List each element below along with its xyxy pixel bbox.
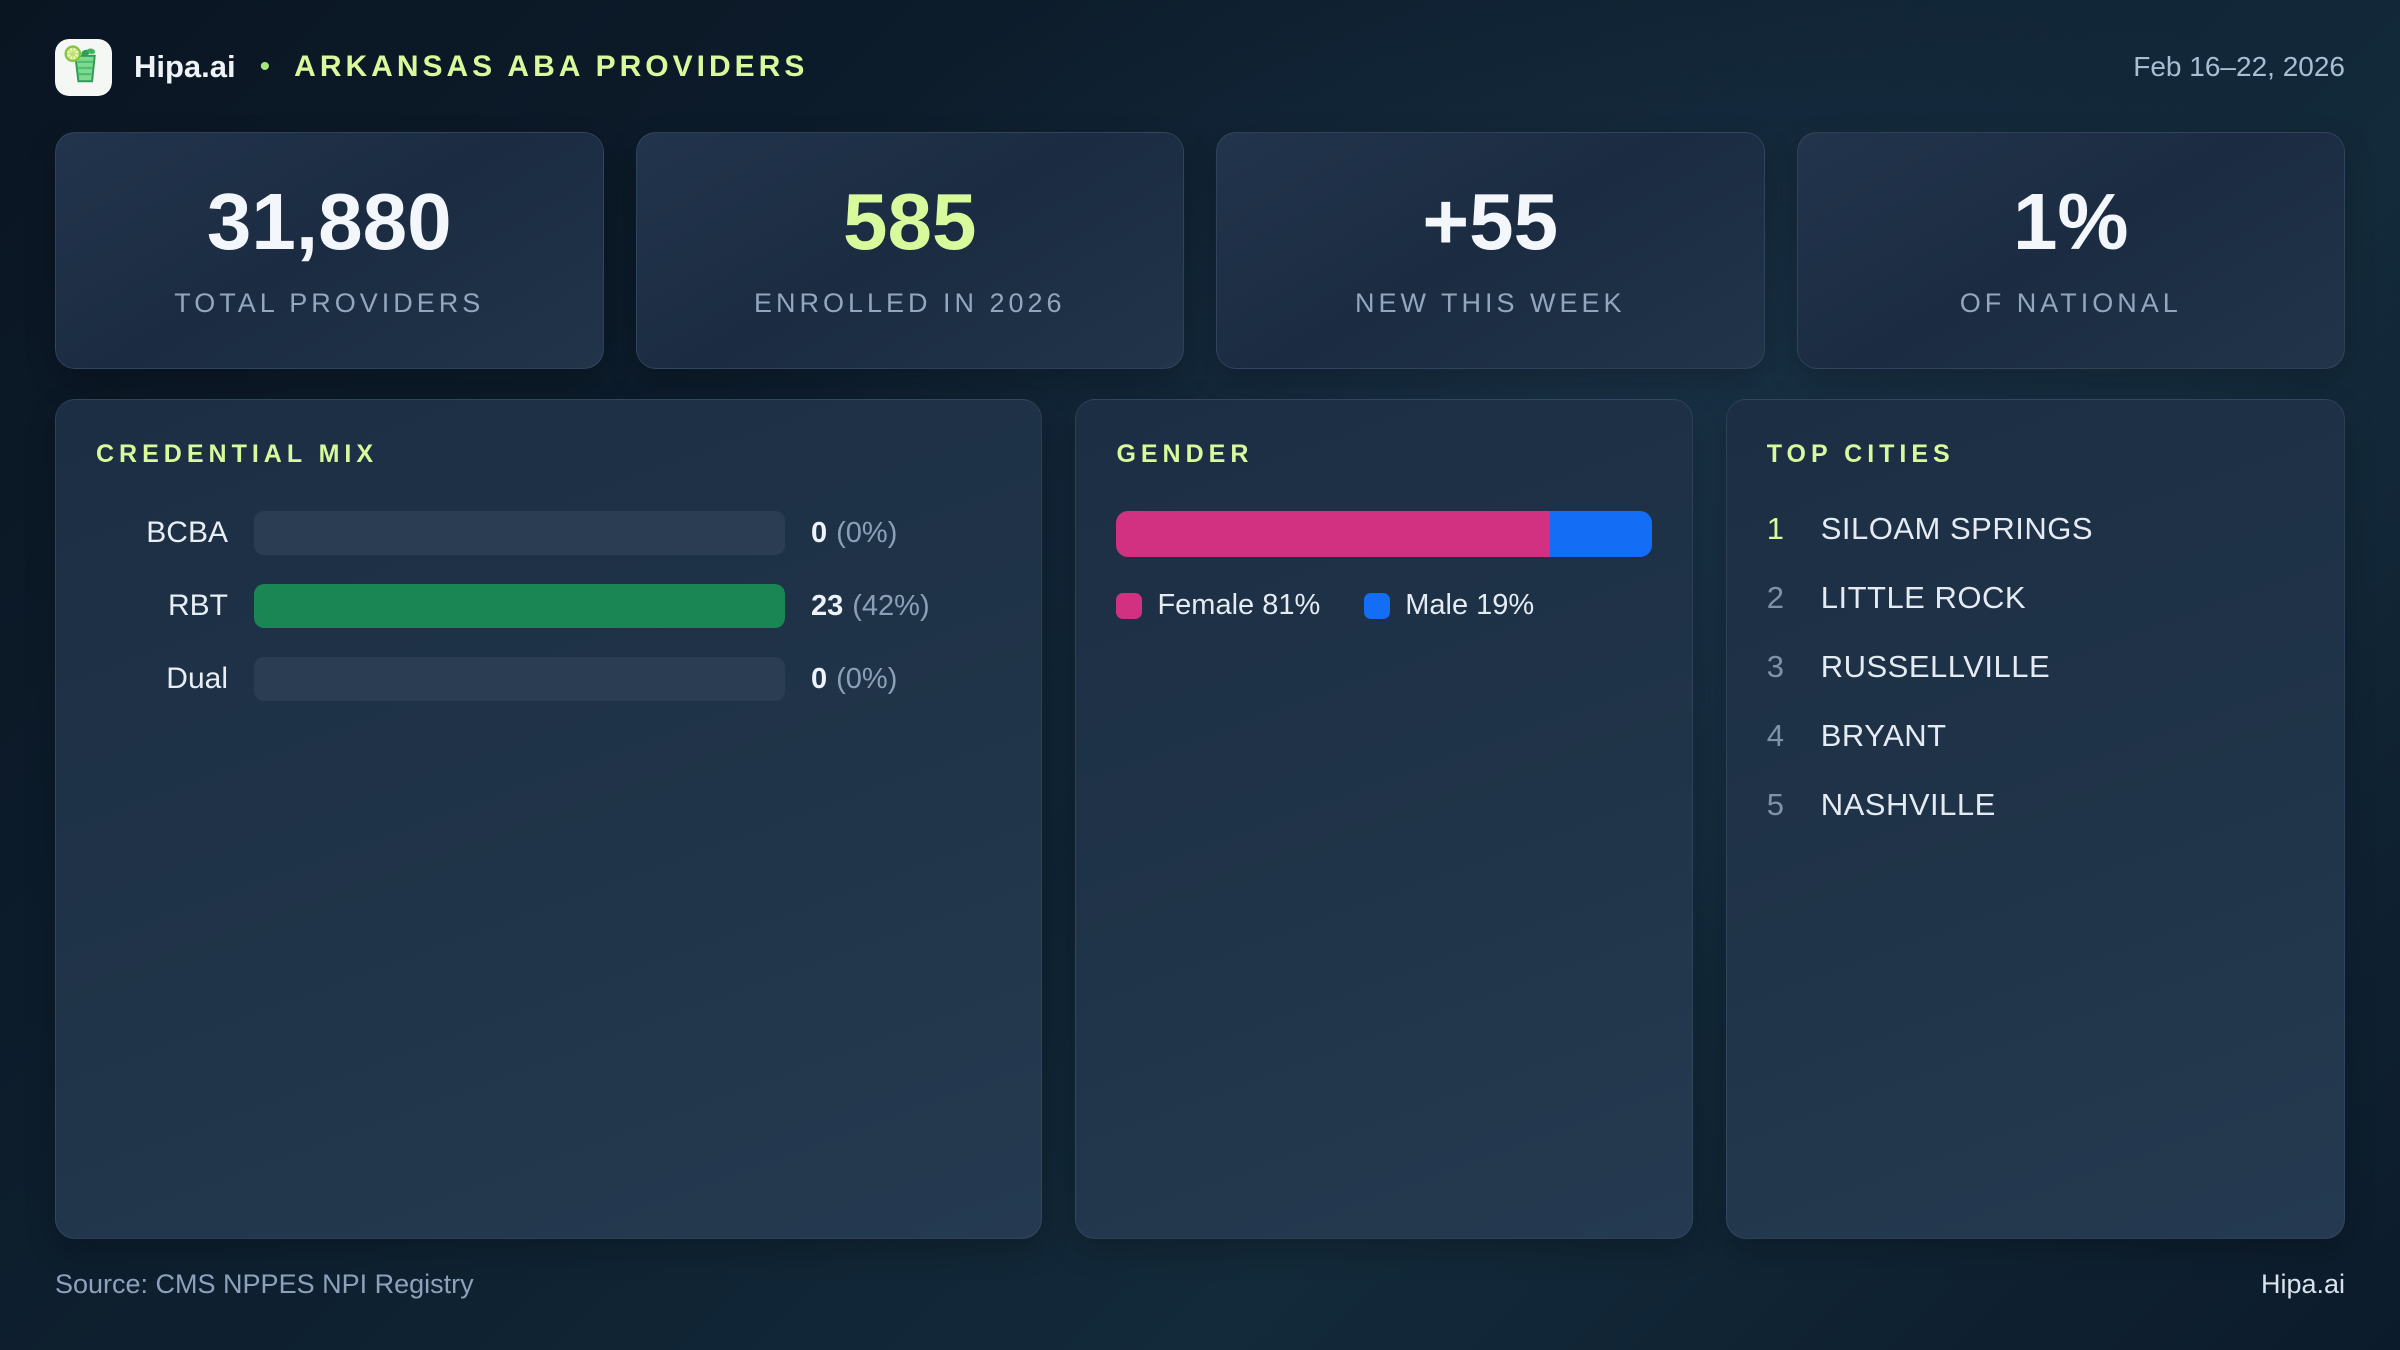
stat-card-enrolled: 585 ENROLLED IN 2026 (635, 132, 1184, 369)
stat-value: 31,880 (206, 177, 452, 266)
city-name: RUSSELLVILLE (1820, 649, 2051, 684)
credential-mix-panel: CREDENTIAL MIX BCBA 0 (0%) RBT 23 (42%) Du… (55, 399, 1043, 1239)
city-list-item: 1 SILOAM SPRINGS (1767, 511, 2304, 547)
brand-name: Hipa.ai (134, 49, 236, 84)
panels-row: CREDENTIAL MIX BCBA 0 (0%) RBT 23 (42%) Du… (55, 399, 2345, 1239)
bar-fill (254, 584, 785, 628)
city-rank: 3 (1766, 649, 1784, 684)
city-list-item: 5 NASHVILLE (1767, 787, 2304, 823)
legend-item-female: Female 81% (1116, 589, 1320, 622)
city-name: LITTLE ROCK (1820, 580, 2027, 615)
bar-label: BCBA (146, 516, 228, 549)
panel-title: CREDENTIAL MIX (96, 440, 379, 468)
stat-value: 1% (2012, 177, 2129, 266)
stat-card-of-national: 1% OF NATIONAL (1796, 132, 2345, 369)
source-attribution: Source: CMS NPPES NPI Registry (55, 1269, 474, 1299)
brand-group: Hipa.ai • ARKANSAS ABA PROVIDERS (55, 38, 809, 96)
stat-value: 585 (843, 177, 977, 266)
credential-row-rbt: RBT 23 (42%) (96, 584, 1001, 628)
stat-cards: 31,880 TOTAL PROVIDERS 585 ENROLLED IN 2… (55, 132, 2345, 369)
bar-track (254, 511, 785, 555)
city-name: BRYANT (1820, 718, 1947, 753)
city-name: NASHVILLE (1820, 787, 1996, 822)
separator-dot: • (259, 50, 271, 83)
city-rank: 4 (1766, 718, 1784, 753)
bar-percent: (0%) (836, 516, 898, 549)
city-rank: 2 (1766, 580, 1784, 615)
legend-item-male: Male 19% (1364, 589, 1534, 622)
city-rank: 5 (1766, 787, 1784, 822)
city-list-item: 2 LITTLE ROCK (1767, 580, 2304, 616)
stat-label: OF NATIONAL (1959, 288, 2182, 318)
city-list-item: 4 BRYANT (1767, 718, 2304, 754)
credential-row-dual: Dual 0 (0%) (96, 657, 1001, 701)
city-list-item: 3 RUSSELLVILLE (1767, 649, 2304, 685)
city-name: SILOAM SPRINGS (1820, 511, 2094, 546)
legend-label: Female 81% (1157, 589, 1321, 621)
mojito-glass-icon (55, 38, 112, 96)
city-rank: 1 (1766, 511, 1784, 546)
bar-percent: (0%) (836, 662, 898, 695)
female-segment (1116, 511, 1550, 557)
stat-label: NEW THIS WEEK (1354, 288, 1626, 318)
bar-label: Dual (166, 662, 228, 695)
date-range: Feb 16–22, 2026 (2133, 51, 2345, 82)
stat-label: ENROLLED IN 2026 (753, 288, 1066, 318)
gender-panel: GENDER Female 81% Male 19% (1075, 399, 1693, 1239)
gender-legend: Female 81% Male 19% (1116, 589, 1651, 622)
bar-value: 23 (42%) (811, 590, 930, 623)
bar-track (254, 584, 785, 628)
bar-value: 0 (0%) (811, 517, 897, 550)
credential-row-bcba: BCBA 0 (0%) (96, 511, 1001, 555)
panel-title: TOP CITIES (1766, 440, 1955, 468)
bar-count: 0 (811, 662, 828, 695)
bar-value: 0 (0%) (811, 663, 897, 696)
bar-track (254, 657, 785, 701)
footer-brand: Hipa.ai (2260, 1269, 2345, 1299)
male-swatch-icon (1364, 592, 1391, 619)
legend-label: Male 19% (1405, 589, 1535, 621)
bar-percent: (42%) (852, 589, 930, 622)
bar-count: 23 (811, 589, 844, 622)
panel-title: GENDER (1116, 440, 1254, 468)
bar-count: 0 (811, 516, 828, 549)
top-cities-panel: TOP CITIES 1 SILOAM SPRINGS 2 LITTLE ROC… (1725, 399, 2345, 1239)
female-swatch-icon (1116, 592, 1143, 619)
stat-card-new-this-week: +55 NEW THIS WEEK (1216, 132, 1765, 369)
header: Hipa.ai • ARKANSAS ABA PROVIDERS Feb 16–… (55, 36, 2345, 98)
male-segment (1550, 511, 1652, 557)
stat-card-total-providers: 31,880 TOTAL PROVIDERS (55, 132, 604, 369)
stat-value: +55 (1422, 177, 1559, 266)
stat-label: TOTAL PROVIDERS (174, 288, 485, 318)
page-title: ARKANSAS ABA PROVIDERS (294, 50, 809, 83)
footer: Source: CMS NPPES NPI Registry Hipa.ai (55, 1269, 2345, 1300)
gender-stacked-bar (1116, 511, 1652, 557)
bar-label: RBT (168, 589, 228, 622)
